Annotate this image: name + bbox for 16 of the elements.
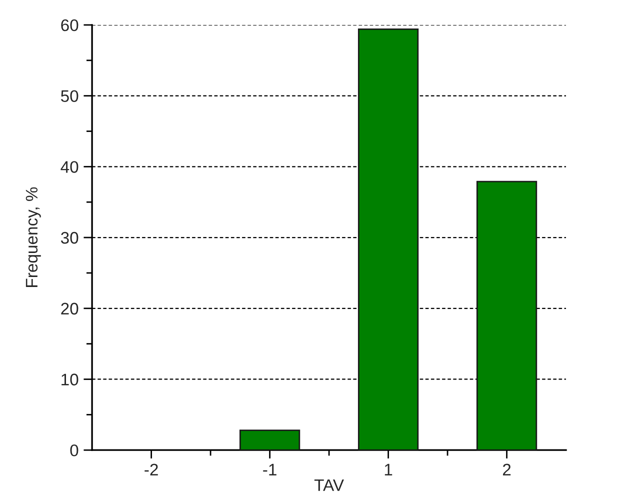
y-tick-label: 30 [60, 232, 78, 244]
y-axis-title: Frequency, % [26, 187, 41, 287]
x-tick-label: -2 [144, 464, 158, 476]
y-tick-label: 50 [60, 90, 78, 102]
x-tick-label: 2 [502, 464, 511, 476]
bar [476, 180, 538, 450]
x-axis-title: TAV [314, 479, 344, 491]
x-tick-label: -1 [263, 464, 276, 476]
y-tick-label: 20 [61, 302, 78, 315]
y-tick-label: 0 [70, 444, 78, 456]
bar [239, 430, 300, 450]
x-tick-label: 1 [384, 464, 392, 476]
y-tick-label: 10 [62, 374, 78, 386]
bar [358, 28, 419, 450]
y-tick-label: 60 [61, 19, 78, 32]
y-tick-label: 40 [60, 161, 78, 173]
